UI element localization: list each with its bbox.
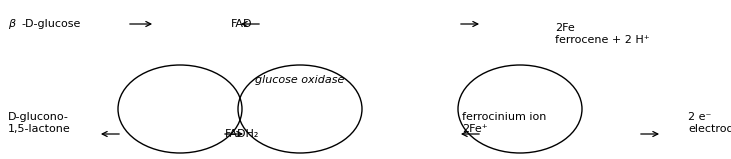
Text: D-glucono-
1,5-lactone: D-glucono- 1,5-lactone — [8, 112, 71, 134]
Text: -D-glucose: -D-glucose — [21, 19, 80, 29]
Text: 2Fe
ferrocene + 2 H⁺: 2Fe ferrocene + 2 H⁺ — [555, 23, 650, 45]
Text: ferrocinium ion
2Fe⁺: ferrocinium ion 2Fe⁺ — [462, 112, 546, 134]
Text: FADH₂: FADH₂ — [225, 129, 260, 139]
Text: glucose oxidase: glucose oxidase — [255, 75, 345, 85]
Text: FAD: FAD — [231, 19, 253, 29]
Text: 2 e⁻
electrode: 2 e⁻ electrode — [688, 112, 731, 134]
Text: β: β — [8, 19, 15, 29]
